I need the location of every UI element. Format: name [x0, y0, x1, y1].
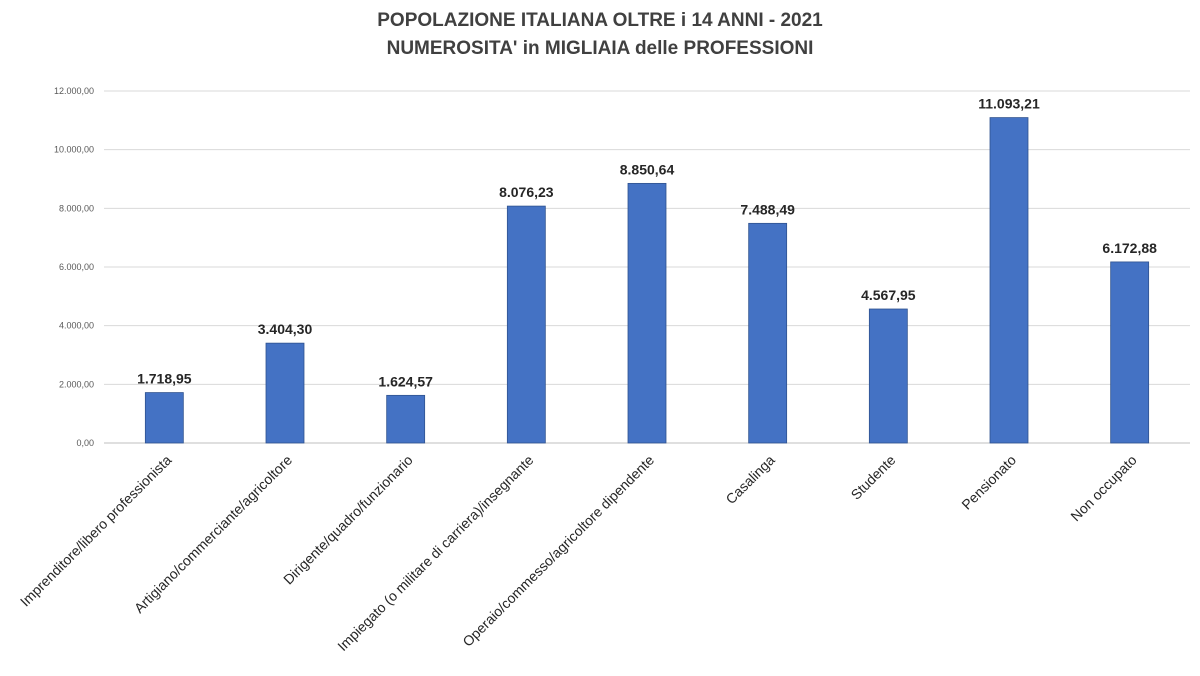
category-label: Dirigente/quadro/funzionario [280, 452, 416, 588]
data-label: 8.850,64 [620, 161, 675, 177]
chart-subtitle: NUMEROSITA' in MIGLIAIA delle PROFESSION… [386, 38, 814, 59]
data-label: 4.567,95 [861, 287, 916, 303]
category-label: Operaio/commesso/agricoltore dipendente [459, 452, 657, 650]
category-label: Pensionato [958, 452, 1019, 513]
data-label: 3.404,30 [258, 321, 313, 337]
y-tick-label: 0,00 [76, 438, 94, 448]
y-tick-label: 10.000,00 [54, 145, 94, 155]
category-label: Non occupato [1067, 452, 1140, 525]
data-label: 1.718,95 [137, 371, 192, 387]
category-label: Impiegato (o militare di carriera)/inseg… [334, 452, 536, 654]
bar [989, 117, 1029, 444]
bar [506, 205, 546, 444]
bar [748, 222, 788, 444]
data-label: 7.488,49 [740, 201, 795, 217]
bar [386, 394, 426, 444]
y-tick-label: 8.000,00 [59, 203, 94, 213]
data-label: 8.076,23 [499, 184, 554, 200]
y-tick-label: 4.000,00 [59, 321, 94, 331]
category-label: Casalinga [722, 452, 777, 507]
bar [144, 392, 184, 444]
bar [265, 342, 305, 444]
chart-title: POPOLAZIONE ITALIANA OLTRE i 14 ANNI - 2… [377, 10, 823, 31]
data-label: 6.172,88 [1102, 240, 1157, 256]
bar [1110, 261, 1150, 444]
bar [627, 182, 667, 444]
bar [868, 308, 908, 444]
data-label: 1.624,57 [378, 373, 433, 389]
y-tick-label: 12.000,00 [54, 86, 94, 96]
y-tick-label: 6.000,00 [59, 262, 94, 272]
data-label: 11.093,21 [978, 96, 1040, 112]
category-label: Studente [847, 452, 898, 503]
y-tick-label: 2.000,00 [59, 379, 94, 389]
